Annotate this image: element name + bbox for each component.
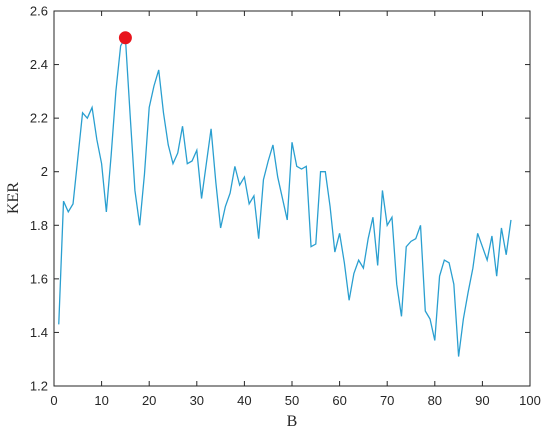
x-tick-label: 0 bbox=[50, 393, 57, 408]
x-tick-label: 40 bbox=[237, 393, 251, 408]
x-tick-label: 50 bbox=[285, 393, 299, 408]
y-axis: 1.2 1.4 1.6 1.8 2 2.2 2.4 2.6 bbox=[30, 4, 530, 394]
y-tick-label: 1.8 bbox=[30, 218, 48, 233]
plot-area bbox=[53, 10, 531, 387]
x-tick-label: 90 bbox=[475, 393, 489, 408]
y-tick-label: 2.6 bbox=[30, 4, 48, 19]
y-tick-label: 2.2 bbox=[30, 111, 48, 126]
y-tick-label: 1.2 bbox=[30, 379, 48, 394]
x-tick-label: 10 bbox=[94, 393, 108, 408]
highlight-point bbox=[118, 31, 132, 45]
y-tick-label: 1.6 bbox=[30, 271, 48, 286]
x-tick-label: 60 bbox=[332, 393, 346, 408]
y-tick-label: 1.4 bbox=[30, 325, 48, 340]
series-line bbox=[58, 35, 512, 357]
x-tick-label: 70 bbox=[380, 393, 394, 408]
y-tick-label: 2.4 bbox=[30, 57, 48, 72]
y-axis-label: KER bbox=[5, 182, 22, 214]
x-tick-label: 100 bbox=[519, 393, 541, 408]
x-tick-label: 80 bbox=[428, 393, 442, 408]
x-tick-label: 30 bbox=[190, 393, 204, 408]
x-axis-label: B bbox=[287, 413, 298, 430]
y-tick-label: 2 bbox=[41, 164, 48, 179]
x-tick-label: 20 bbox=[142, 393, 156, 408]
x-axis: 0 10 20 30 40 50 60 70 80 90 100 bbox=[50, 11, 541, 408]
